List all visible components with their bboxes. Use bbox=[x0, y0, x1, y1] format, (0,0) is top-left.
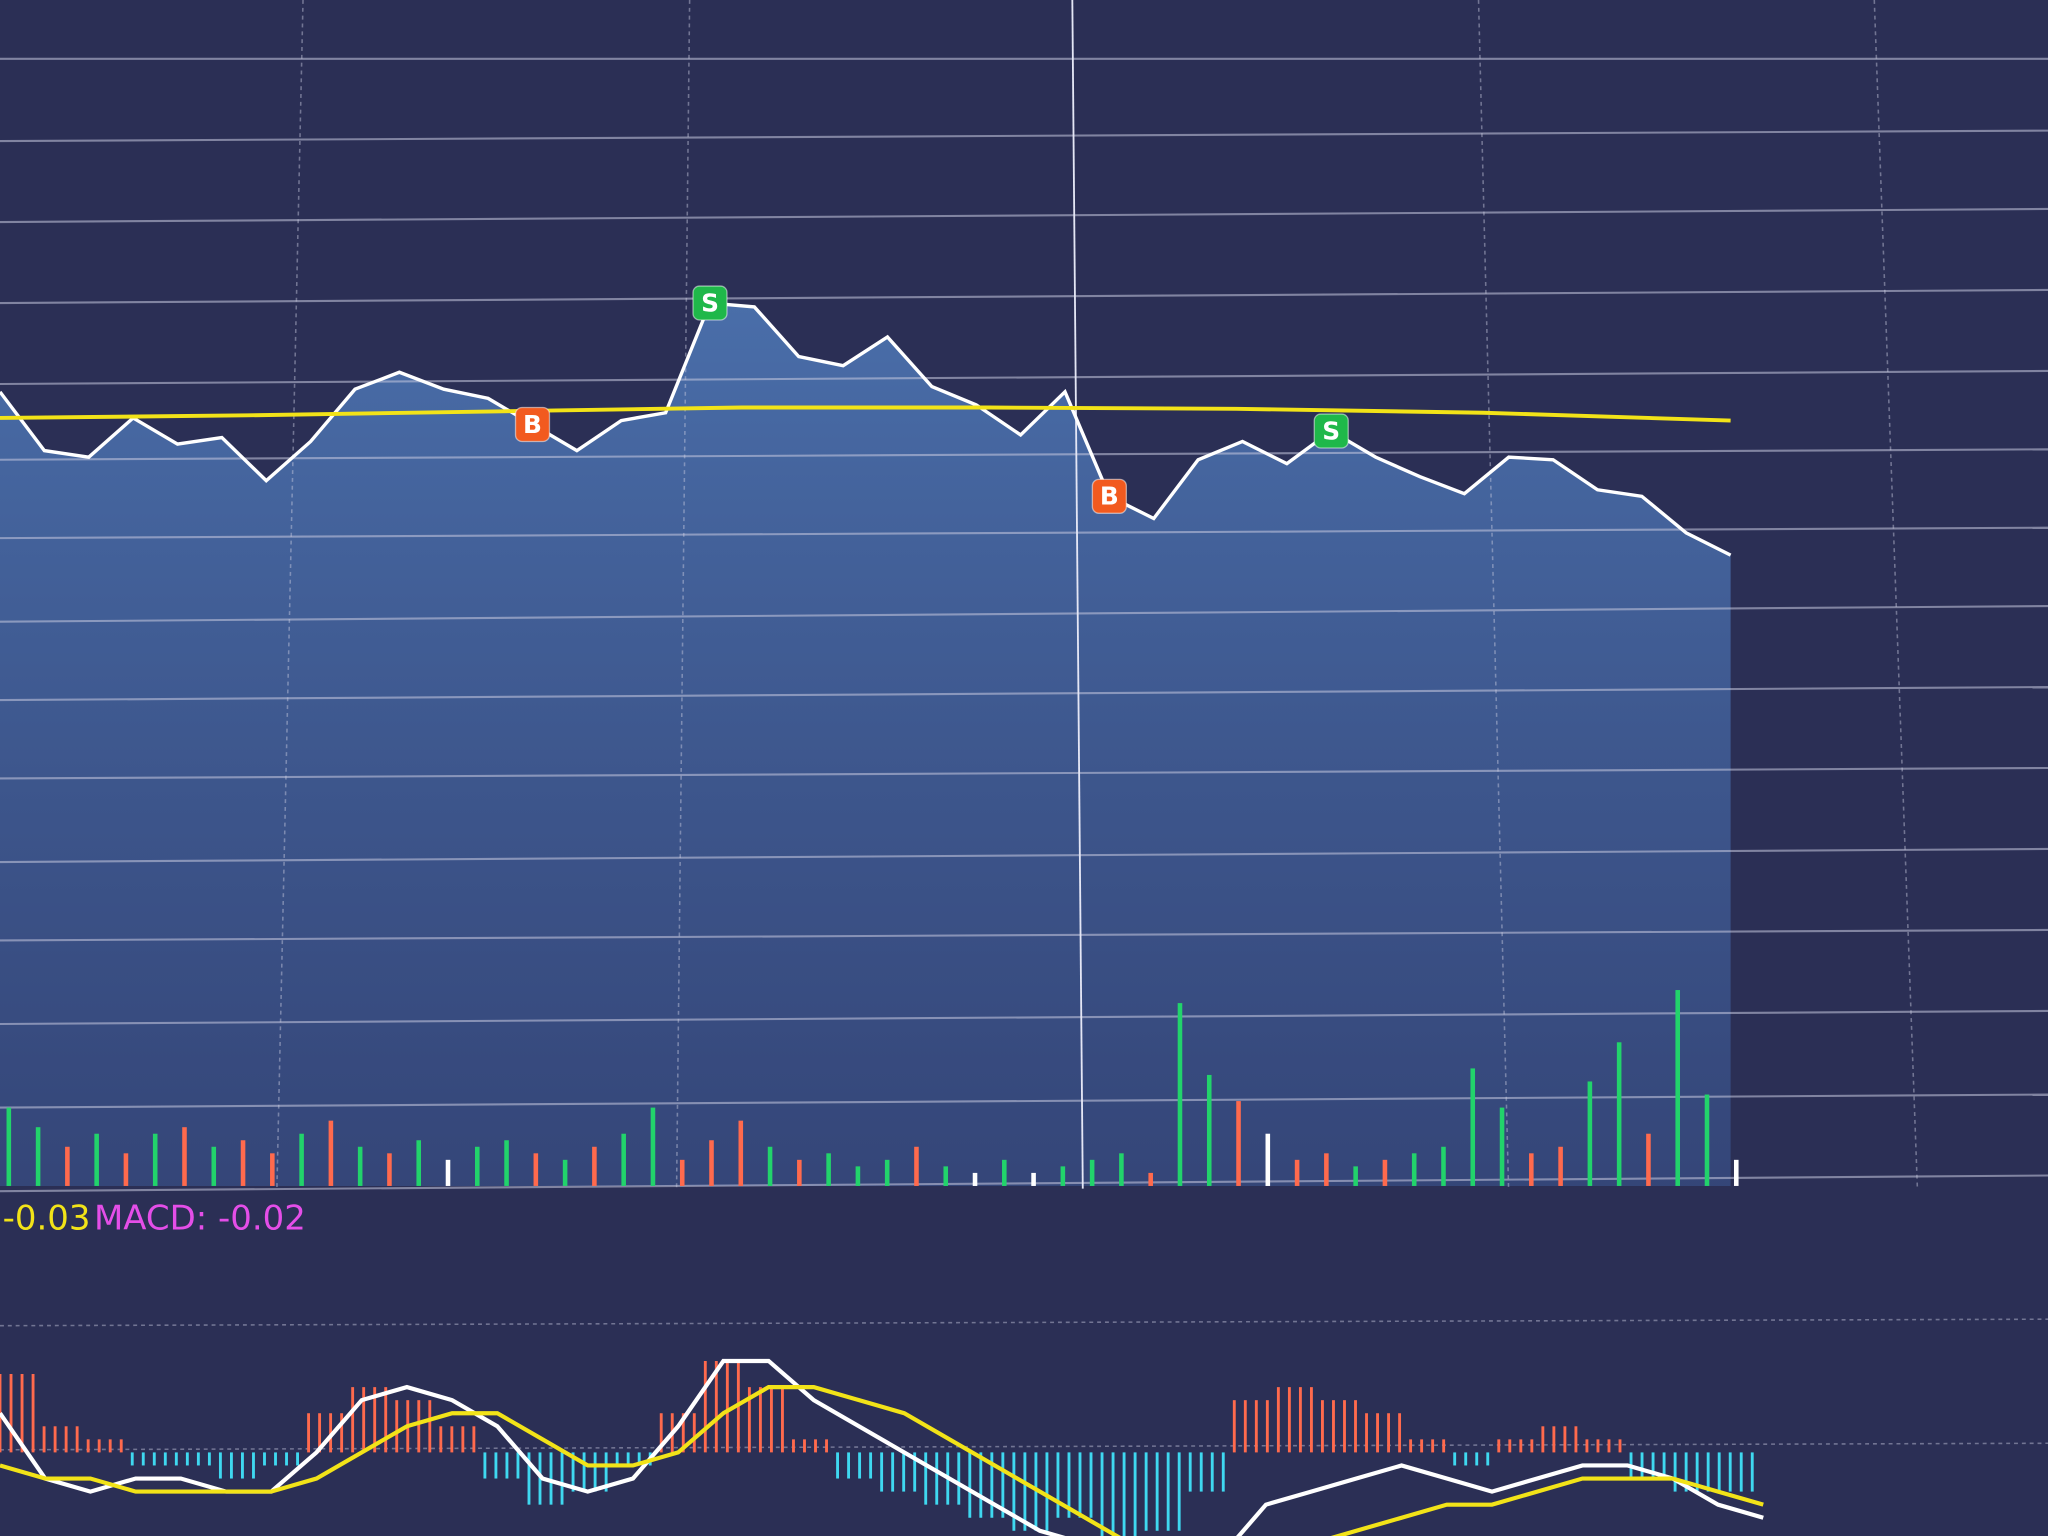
volume-bar bbox=[914, 1146, 919, 1186]
volume-bar bbox=[357, 1146, 363, 1186]
grid-line bbox=[0, 928, 2048, 942]
price-line bbox=[0, 301, 1732, 557]
volume-bar bbox=[504, 1140, 509, 1186]
signal-label: B bbox=[523, 410, 542, 439]
grid-line bbox=[0, 847, 2048, 864]
volume-bar bbox=[679, 1159, 685, 1186]
volume-bar bbox=[240, 1140, 246, 1186]
volume-bar bbox=[592, 1146, 597, 1186]
grid-line bbox=[0, 685, 2048, 702]
volume-bar bbox=[152, 1133, 158, 1186]
volume-bar bbox=[299, 1133, 304, 1186]
volume-bar bbox=[650, 1107, 656, 1186]
volume-bar bbox=[972, 1172, 978, 1186]
volume-bar bbox=[6, 1107, 12, 1186]
grid-line bbox=[675, 0, 691, 1189]
volume-bar bbox=[709, 1140, 714, 1186]
volume-bar bbox=[1060, 1166, 1066, 1186]
volume-bar bbox=[474, 1146, 480, 1186]
average-line bbox=[0, 405, 1731, 423]
signal-marker: S bbox=[1313, 413, 1349, 449]
volume-bar bbox=[1616, 1042, 1622, 1186]
volume-bar bbox=[767, 1146, 773, 1186]
grid-line bbox=[0, 369, 2048, 386]
volume-bar bbox=[1206, 1074, 1212, 1186]
volume-bar bbox=[1675, 990, 1680, 1186]
volume-bar bbox=[562, 1159, 568, 1186]
volume-bar bbox=[1382, 1159, 1388, 1186]
volume-bar bbox=[533, 1153, 539, 1186]
volume-bar bbox=[943, 1166, 949, 1186]
grid-line bbox=[0, 207, 2048, 224]
volume-bar bbox=[1558, 1146, 1563, 1186]
volume-bar bbox=[123, 1153, 129, 1186]
volume-bar bbox=[1031, 1172, 1036, 1186]
volume-bar bbox=[1587, 1081, 1593, 1186]
volume-bar bbox=[270, 1153, 275, 1186]
price-area bbox=[0, 303, 1731, 1186]
volume-bar bbox=[738, 1120, 744, 1186]
dif-line bbox=[0, 1358, 1764, 1536]
volume-bar bbox=[416, 1140, 422, 1186]
grid-line bbox=[0, 448, 2048, 461]
volume-bar bbox=[1177, 1003, 1183, 1186]
volume-bar bbox=[1353, 1166, 1358, 1186]
volume-bar bbox=[1294, 1159, 1300, 1186]
signal-marker: B bbox=[514, 406, 551, 443]
volume-bar bbox=[1119, 1153, 1124, 1186]
volume-bar bbox=[797, 1159, 802, 1186]
volume-bar bbox=[1148, 1172, 1153, 1186]
dea-value: -0.03 bbox=[3, 1198, 91, 1238]
volume-bar bbox=[35, 1127, 41, 1186]
volume-bar bbox=[1324, 1153, 1329, 1186]
volume-bar bbox=[1733, 1159, 1739, 1186]
grid-line bbox=[0, 288, 2048, 305]
signal-label: S bbox=[1322, 416, 1340, 445]
volume-bar bbox=[1529, 1153, 1534, 1186]
volume-bar bbox=[1646, 1133, 1651, 1186]
volume-bar bbox=[1089, 1159, 1095, 1186]
grid-line bbox=[0, 129, 2048, 143]
volume-bar bbox=[1470, 1068, 1476, 1186]
volume-bar bbox=[445, 1159, 451, 1186]
grid-line bbox=[0, 604, 2048, 623]
signal-badge bbox=[514, 406, 551, 443]
volume-bar bbox=[1441, 1146, 1446, 1186]
signal-badge bbox=[1313, 413, 1349, 449]
grid-line bbox=[276, 0, 304, 1189]
macd-value: MACD: -0.02 bbox=[94, 1198, 306, 1238]
volume-bar bbox=[621, 1133, 626, 1186]
signal-label: B bbox=[1100, 482, 1119, 511]
grid bbox=[0, 0, 2048, 1451]
volume-bar bbox=[1499, 1107, 1505, 1186]
signal-marker: B bbox=[1091, 478, 1127, 514]
volume-bar bbox=[1265, 1133, 1271, 1186]
signal-badge bbox=[692, 285, 728, 321]
volume-bar bbox=[1236, 1101, 1241, 1186]
volume-bar bbox=[855, 1166, 861, 1186]
volume-bar bbox=[94, 1133, 99, 1186]
volume-bar bbox=[884, 1159, 890, 1186]
volume-bar bbox=[182, 1127, 187, 1186]
signal-badge bbox=[1091, 478, 1127, 514]
grid-line bbox=[0, 1009, 2048, 1026]
grid-line bbox=[1873, 0, 1919, 1189]
signal-label: S bbox=[701, 288, 719, 317]
dea-line bbox=[0, 1385, 1764, 1536]
volume-bar bbox=[1411, 1153, 1417, 1186]
grid-line bbox=[0, 526, 2048, 540]
volume-bar bbox=[328, 1120, 334, 1186]
grid-line bbox=[1477, 0, 1510, 1189]
volume-bar bbox=[1002, 1159, 1007, 1186]
volume-bar bbox=[211, 1146, 217, 1186]
volume-bar bbox=[826, 1153, 831, 1186]
volume-bar bbox=[1704, 1094, 1710, 1186]
crosshair bbox=[1071, 0, 1084, 1189]
volume-bar bbox=[65, 1146, 70, 1186]
grid-line bbox=[0, 766, 2048, 780]
signal-marker: S bbox=[692, 285, 728, 321]
volume-bar bbox=[387, 1153, 392, 1186]
